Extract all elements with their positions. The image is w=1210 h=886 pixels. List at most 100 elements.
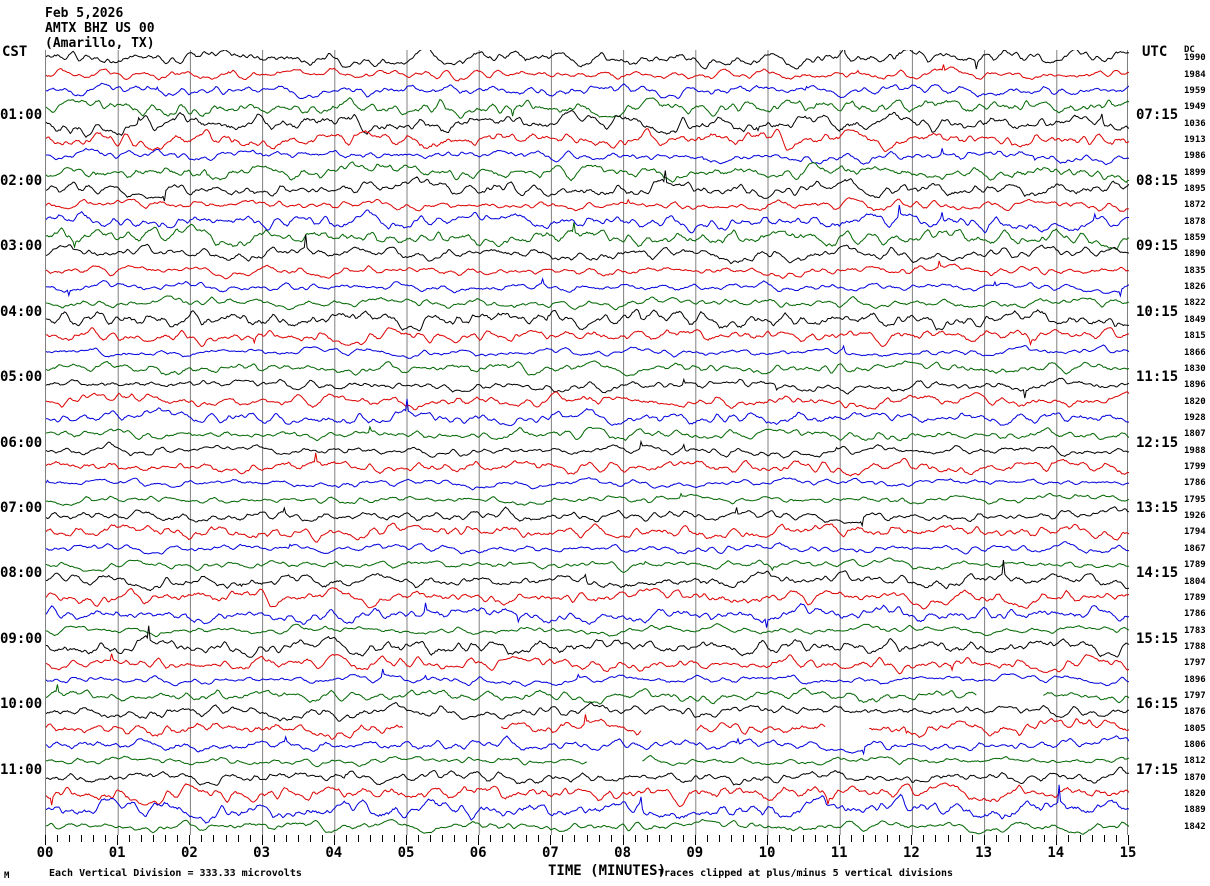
- x-axis-minor-tick: [646, 835, 648, 842]
- x-axis-title: TIME (MINUTES): [548, 863, 667, 879]
- trace-line: [46, 425, 1129, 442]
- trace-line: [46, 506, 1129, 528]
- left-timezone-label: CST: [2, 44, 28, 60]
- x-axis-major-tick: [406, 835, 407, 845]
- dc-value: 1990: [1184, 53, 1206, 64]
- x-axis-minor-tick: [947, 835, 949, 842]
- trace-line: [46, 541, 1129, 555]
- x-axis-minor-tick: [935, 835, 937, 842]
- x-axis-minor-tick: [634, 835, 636, 842]
- trace-line: [500, 714, 642, 736]
- x-axis-minor-tick: [1115, 835, 1117, 842]
- x-axis-minor-tick: [418, 835, 420, 842]
- dc-value: 1789: [1184, 592, 1206, 603]
- seismogram-traces: [46, 50, 1129, 835]
- x-axis-tick-label: 09: [686, 845, 704, 861]
- trace-line: [46, 344, 1129, 359]
- left-time-label: 10:00: [0, 696, 43, 713]
- dc-value: 1805: [1184, 723, 1206, 734]
- trace-line: [46, 755, 588, 768]
- dc-value: 1988: [1184, 445, 1206, 456]
- x-axis-major-tick: [983, 835, 985, 845]
- left-time-label: 05:00: [0, 369, 43, 386]
- x-axis-minor-tick: [815, 835, 817, 842]
- x-axis-tick-label: 04: [325, 845, 343, 861]
- x-axis-minor-tick: [213, 835, 215, 842]
- trace-line: [46, 222, 1129, 251]
- x-axis-minor-tick: [574, 835, 576, 842]
- x-axis-minor-tick: [273, 835, 275, 842]
- x-axis-minor-tick: [81, 835, 83, 842]
- right-time-label: 12:15: [1136, 434, 1179, 451]
- trace-line: [46, 602, 1129, 628]
- x-axis-minor-tick: [887, 835, 889, 842]
- header-location: (Amarillo, TX): [45, 36, 155, 51]
- left-time-label: 01:00: [0, 107, 43, 124]
- x-axis-minor-tick: [285, 835, 287, 842]
- trace-line: [46, 50, 1129, 70]
- dc-value: 1913: [1184, 134, 1206, 145]
- trace-line: [46, 766, 1129, 786]
- x-axis-minor-tick: [153, 835, 155, 842]
- dc-value: 1926: [1184, 511, 1206, 522]
- x-axis-minor-tick: [875, 835, 877, 842]
- scale-note: Each Vertical Division = 333.33 microvol…: [49, 868, 302, 879]
- dc-value: 1986: [1184, 151, 1206, 162]
- x-axis-major-tick: [911, 835, 913, 845]
- dc-value: 1799: [1184, 462, 1206, 473]
- x-axis-major-tick: [478, 835, 480, 845]
- x-axis-minor-tick: [225, 835, 227, 842]
- trace-line: [46, 110, 1129, 138]
- trace-line: [46, 784, 1129, 824]
- dc-value: 1789: [1184, 560, 1206, 571]
- dc-value: 1797: [1184, 690, 1206, 701]
- x-axis-minor-tick: [658, 835, 660, 842]
- dc-value: 1036: [1184, 118, 1206, 129]
- trace-line: [46, 559, 1129, 592]
- corner-mark: M: [4, 871, 10, 881]
- x-axis-tick-label: 10: [758, 845, 776, 861]
- x-axis-minor-tick: [586, 835, 588, 842]
- x-axis-minor-tick: [93, 835, 95, 842]
- x-axis-minor-tick: [165, 835, 167, 842]
- x-axis-minor-tick: [803, 835, 805, 842]
- clip-note: Traces clipped at plus/minus 5 vertical …: [658, 868, 954, 879]
- left-time-label: 04:00: [0, 303, 43, 320]
- x-axis-minor-tick: [791, 835, 793, 842]
- x-axis-minor-tick: [442, 835, 444, 842]
- header-station: AMTX BHZ US 00: [45, 21, 155, 36]
- x-axis-minor-tick: [1043, 835, 1045, 842]
- dc-value: 1870: [1184, 772, 1206, 783]
- left-time-label: 07:00: [0, 499, 43, 516]
- x-axis-minor-tick: [526, 835, 528, 842]
- x-axis-major-tick: [550, 835, 552, 845]
- trace-line: [46, 277, 1129, 298]
- x-axis-minor-tick: [1019, 835, 1021, 842]
- trace-line: [46, 398, 1129, 427]
- trace-line: [46, 623, 1129, 638]
- x-axis-minor-tick: [742, 835, 744, 842]
- dc-value: 1959: [1184, 85, 1206, 96]
- seismogram-plot: [45, 50, 1129, 835]
- x-axis-minor-tick: [1067, 835, 1069, 842]
- trace-line: [46, 735, 1129, 756]
- left-time-label: 02:00: [0, 172, 43, 189]
- right-time-label: 08:15: [1136, 172, 1179, 189]
- dc-value: 1830: [1184, 363, 1206, 374]
- trace-line: [46, 653, 1129, 675]
- dc-value: 1949: [1184, 102, 1206, 113]
- right-timezone-label: UTC: [1142, 44, 1168, 60]
- x-axis-minor-tick: [706, 835, 708, 842]
- x-axis-major-tick: [117, 835, 119, 845]
- trace-line: [46, 557, 1129, 574]
- right-time-label: 09:15: [1136, 238, 1179, 255]
- x-axis-minor-tick: [381, 835, 383, 842]
- x-axis-tick-label: 12: [902, 845, 920, 861]
- trace-line: [46, 818, 1129, 835]
- x-axis-tick-label: 11: [830, 845, 848, 861]
- trace-line: [46, 327, 1129, 348]
- x-axis-minor-tick: [369, 835, 371, 842]
- x-axis-minor-tick: [779, 835, 781, 842]
- dc-value: 1795: [1184, 494, 1206, 505]
- trace-line: [46, 452, 1129, 477]
